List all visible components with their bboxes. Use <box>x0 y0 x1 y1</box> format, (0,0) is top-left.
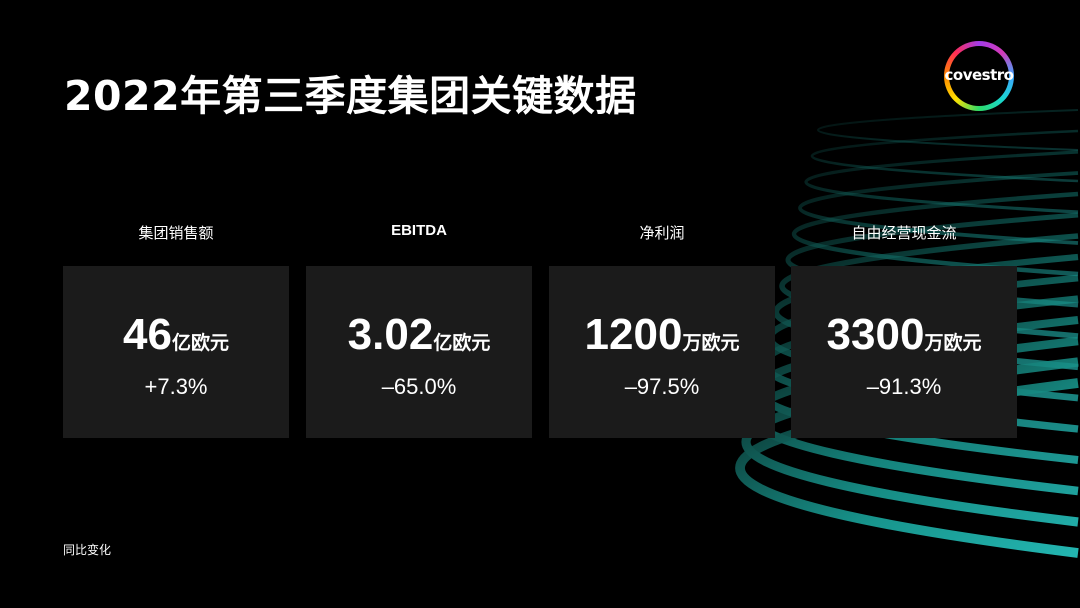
kpi-label-free-cash-flow: 自由经营现金流 <box>851 224 957 242</box>
logo-text: covestro <box>944 66 1014 84</box>
kpi-value: 46 <box>123 310 172 359</box>
swirl-arc <box>817 109 1079 151</box>
slide-title: 2022年第三季度集团关键数据 <box>64 72 637 120</box>
kpi-change: –65.0% <box>381 374 457 399</box>
kpi-label-ebitda: EBITDA <box>391 222 447 239</box>
swirl-arc <box>811 129 1079 183</box>
kpi-label-net-income: 净利润 <box>639 224 685 242</box>
kpi-unit: 万欧元 <box>924 332 982 354</box>
kpi-value: 3300 <box>826 310 925 359</box>
swirl-arc <box>798 171 1079 245</box>
kpi-change: –97.5% <box>624 374 700 399</box>
kpi-value: 3.02 <box>347 310 434 359</box>
kpi-card-net-income: 1200万欧元 –97.5% <box>549 266 775 438</box>
kpi-card-sales: 46亿欧元 +7.3% <box>63 266 289 438</box>
kpi-label-sales: 集团销售额 <box>138 224 214 242</box>
kpi-card-ebitda: 3.02亿欧元 –65.0% <box>306 266 532 438</box>
kpi-card-free-cash-flow: 3300万欧元 –91.3% <box>791 266 1017 438</box>
kpi-unit: 亿欧元 <box>171 332 229 354</box>
covestro-logo: covestro <box>944 41 1014 111</box>
kpi-unit: 亿欧元 <box>433 332 491 354</box>
kpi-change: –91.3% <box>866 374 942 399</box>
kpi-change: +7.3% <box>144 374 208 399</box>
swirl-arc <box>792 191 1079 277</box>
kpi-value: 1200 <box>584 310 683 359</box>
footnote: 同比变化 <box>63 543 112 557</box>
kpi-unit: 万欧元 <box>682 332 740 354</box>
